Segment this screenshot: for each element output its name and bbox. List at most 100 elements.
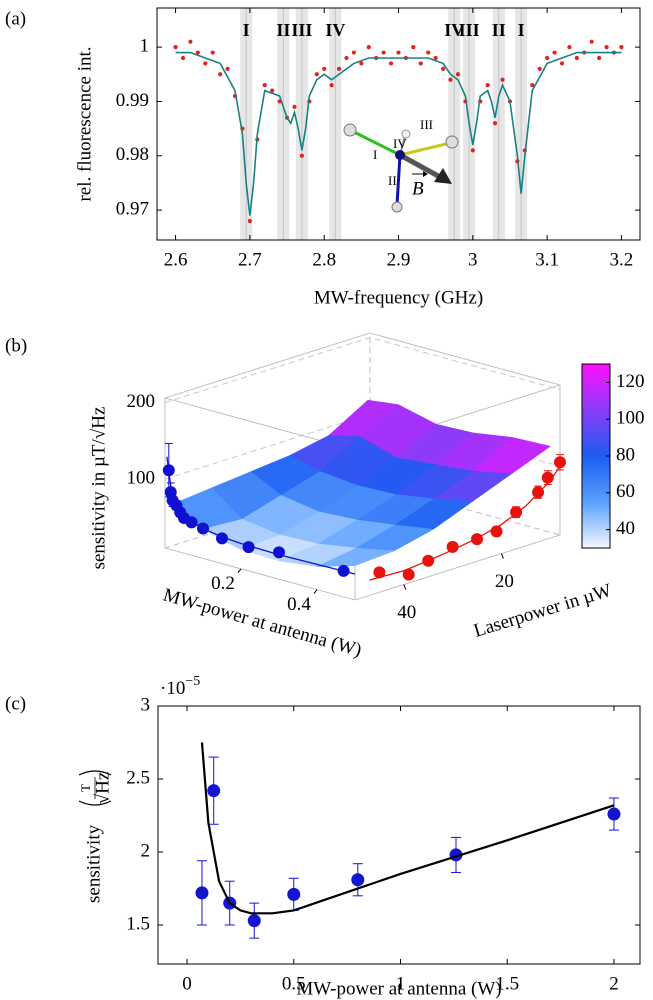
data-point <box>273 546 285 559</box>
axis-i <box>351 129 401 157</box>
panel-label: (a) <box>5 8 26 29</box>
data-point <box>471 533 484 546</box>
y-axis-label: rel. fluorescence int. <box>74 46 95 201</box>
data-point <box>207 784 221 798</box>
z-tick-label: 200 <box>127 391 156 412</box>
y-tick-label: 2 <box>141 840 151 861</box>
x-tick-label: 3.2 <box>610 249 634 270</box>
panel-label: (b) <box>5 335 27 356</box>
data-point <box>195 50 200 55</box>
y-multiplier: ·10−5 <box>160 674 200 699</box>
atom <box>343 123 357 137</box>
x-tick-label: 3.1 <box>535 249 559 270</box>
data-point <box>359 61 364 66</box>
inset-label: I <box>373 147 377 162</box>
data-point <box>433 55 438 61</box>
y-tick-label: 20 <box>495 571 514 592</box>
inset-diagram: I II III IV B <box>343 117 459 213</box>
data-point <box>446 540 459 553</box>
x-tick-label: 2.8 <box>312 249 336 270</box>
y-tick <box>500 553 504 559</box>
data-point <box>455 72 461 77</box>
data-point <box>448 77 453 82</box>
unit-numerator: T <box>78 784 93 792</box>
atom <box>391 201 403 213</box>
data-point <box>604 45 609 50</box>
x-axis-label: MW-frequency (GHz) <box>314 287 483 308</box>
plot-frame <box>157 705 641 965</box>
data-point <box>607 807 621 821</box>
data-point <box>314 72 319 77</box>
x-axis-label: MW-power at antenna (W) <box>161 585 364 662</box>
data-point <box>210 50 215 55</box>
data-point <box>567 45 572 50</box>
data-point <box>418 61 423 66</box>
data-point <box>388 61 394 66</box>
colorbar-tick-label: 100 <box>616 408 645 429</box>
panel-b: 100 200 0.2 0.4 20 40 MW-power at antenna (W) L… <box>88 332 645 662</box>
atom <box>401 129 411 139</box>
resonance-label: II <box>276 20 290 40</box>
data-point <box>292 104 297 109</box>
fit-line <box>369 465 561 581</box>
y-tick-label: 0.98 <box>116 144 149 165</box>
x-tick-label: 0.2 <box>211 573 235 594</box>
x-tick-label: 0 <box>182 973 192 994</box>
resonance-label: IV <box>444 20 464 40</box>
vector-arrow <box>423 171 428 177</box>
data-point <box>373 566 386 579</box>
data-point <box>322 66 327 71</box>
data-point <box>225 66 230 71</box>
paren <box>78 770 112 776</box>
x-tick-label: 2.7 <box>238 249 262 270</box>
data-point <box>287 887 301 901</box>
y-tick-label: 1.5 <box>126 913 150 934</box>
x-tick-label: 1 <box>396 973 406 994</box>
resonance-label: IV <box>325 20 345 40</box>
paren <box>78 800 112 806</box>
unit-denominator: √Hz <box>92 772 113 805</box>
y-axis-label: sensitivity T √Hz <box>78 770 113 903</box>
colorbar-tick-label: 120 <box>616 371 645 392</box>
data-point <box>440 66 446 71</box>
y-axis-label-text: sensitivity <box>83 824 104 903</box>
data-point <box>500 77 505 82</box>
z-tick-label: 100 <box>127 467 156 488</box>
panel-label: (c) <box>5 693 26 714</box>
x-tick-label: 3 <box>468 249 478 270</box>
data-point <box>552 50 557 55</box>
y-tick-label: 40 <box>397 602 416 623</box>
b-arrowhead <box>434 168 452 184</box>
data-point <box>470 148 475 153</box>
data-point <box>299 153 304 158</box>
fit-line <box>200 742 615 915</box>
data-point <box>554 456 566 469</box>
x-tick-label: 0.5 <box>282 973 306 994</box>
multiplier-base: ·10 <box>160 678 185 699</box>
inset-vector-label: B <box>412 178 424 199</box>
colorbar-tick-label: 80 <box>616 444 635 465</box>
data-point <box>532 486 545 499</box>
data-point <box>537 66 542 71</box>
x-tick <box>237 568 242 574</box>
data-point <box>218 72 223 77</box>
data-point <box>485 83 490 88</box>
y-tick-label: 0.97 <box>116 198 149 219</box>
data-point <box>559 61 565 66</box>
data-point <box>203 61 208 66</box>
data-point <box>597 55 602 61</box>
y-tick-label: 3 <box>141 694 151 715</box>
x-tick-label: 1.5 <box>495 973 519 994</box>
x-tick <box>313 589 318 594</box>
fit-line <box>166 456 356 575</box>
data-point <box>351 873 365 887</box>
b-vector <box>398 152 442 180</box>
box-edge <box>369 332 561 386</box>
x-tick-label: 0.4 <box>287 594 311 615</box>
resonance-label: II <box>492 20 506 40</box>
panel-c: 0 0.5 1 1.5 2 1.5 2 2.5 3 MW-power at antenna (W)… <box>78 674 641 999</box>
x-tick-label: 2 <box>609 973 619 994</box>
resonance-label: I <box>243 20 250 40</box>
x-tick-label: 2.9 <box>387 249 411 270</box>
